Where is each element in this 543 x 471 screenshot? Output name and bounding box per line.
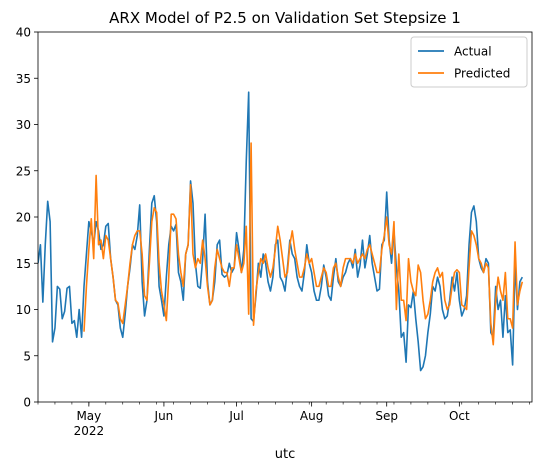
x-tick-label: Jul <box>228 409 243 423</box>
series-line-predicted <box>83 142 524 346</box>
y-tick-label: 5 <box>23 349 31 363</box>
x-tick-label: May <box>76 409 101 423</box>
y-tick-label: 40 <box>16 26 31 40</box>
x-tick-label: Sep <box>375 409 398 423</box>
plot-series-group <box>38 91 524 372</box>
legend-label: Actual <box>454 45 492 59</box>
y-tick-label: 20 <box>16 211 31 225</box>
x-tick-label: Jun <box>154 409 174 423</box>
y-tick-label: 0 <box>23 396 31 410</box>
x-tick-sublabel: 2022 <box>74 424 105 438</box>
y-tick-label: 10 <box>16 303 31 317</box>
legend-box <box>410 36 528 88</box>
legend: Actual Predicted <box>410 36 528 88</box>
y-tick-label: 15 <box>16 257 31 271</box>
x-axis-label: utc <box>275 447 295 462</box>
x-tick-label: Oct <box>449 409 470 423</box>
plot-frame <box>37 31 533 403</box>
y-tick-label: 25 <box>16 164 31 178</box>
y-tick-label: 35 <box>16 72 31 86</box>
x-tick-label: Aug <box>300 409 323 423</box>
legend-label: Predicted <box>454 67 510 81</box>
chart-title: ARX Model of P2.5 on Validation Set Step… <box>109 9 461 27</box>
y-axis: 0 5 10 15 20 25 30 35 40 <box>16 26 38 410</box>
y-tick-label: 30 <box>16 118 31 132</box>
